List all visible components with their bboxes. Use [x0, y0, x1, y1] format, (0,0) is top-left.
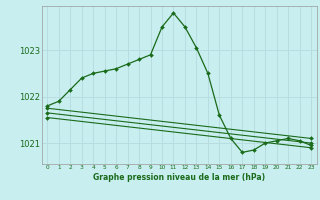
X-axis label: Graphe pression niveau de la mer (hPa): Graphe pression niveau de la mer (hPa): [93, 173, 265, 182]
